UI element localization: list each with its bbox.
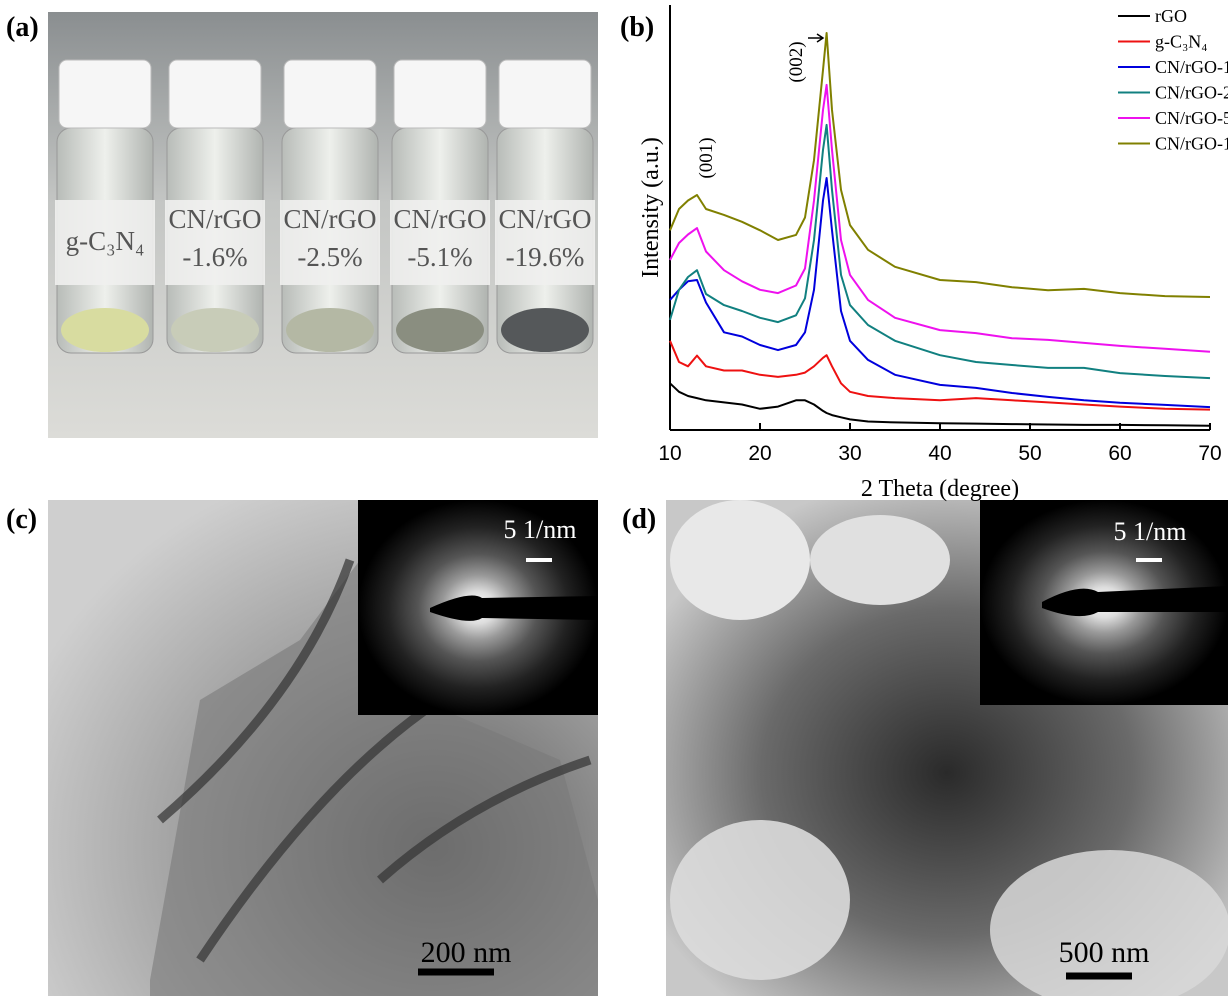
- vial-label-text: CN/rGO: [394, 204, 487, 234]
- vial-cap: [59, 60, 151, 128]
- vial-label-text: -5.1%: [407, 242, 472, 272]
- vial-label-text: CN/rGO: [284, 204, 377, 234]
- powder: [286, 308, 374, 352]
- x-tick-label: 20: [748, 442, 771, 465]
- hole: [670, 500, 810, 620]
- vial-label-text: g-C₃N₄: [66, 226, 145, 256]
- series-line: [670, 341, 1210, 410]
- figure: g-C₃N₄CN/rGO-1.6%CN/rGO-2.5%CN/rGO-5.1%C…: [0, 0, 1228, 996]
- legend-label: CN/rGO-5.1%: [1155, 108, 1228, 128]
- inset-scale: 5 1/nm: [504, 515, 577, 544]
- powder: [171, 308, 259, 352]
- vial-label-text: CN/rGO: [499, 204, 592, 234]
- vial-label-text: -2.5%: [297, 242, 362, 272]
- hole: [670, 820, 850, 980]
- photo-a: g-C₃N₄ CN/rGO -1.6% CN/rGO -2.5% CN/rGO -5.1% C…: [48, 12, 598, 438]
- powder: [501, 308, 589, 352]
- legend-label: g-C₃N₄: [1155, 32, 1208, 52]
- x-tick-label: 30: [838, 442, 861, 465]
- powder: [61, 308, 149, 352]
- vial-label-text: CN/rGO: [169, 204, 262, 234]
- scale-label: 500 nm: [1059, 936, 1150, 969]
- annotation-arrow: [808, 34, 823, 42]
- annotation: (002): [786, 41, 807, 82]
- inset-scale: 5 1/nm: [1114, 517, 1187, 546]
- legend-label: CN/rGO-2.5%: [1155, 83, 1228, 103]
- scale-label: 200 nm: [421, 936, 512, 969]
- series-line: [670, 85, 1210, 352]
- series-line: [670, 33, 1210, 297]
- x-tick-label: 10: [658, 442, 681, 465]
- panel-label: (a): [6, 12, 39, 43]
- x-tick-label: 50: [1018, 442, 1041, 465]
- x-tick-label: 60: [1108, 442, 1131, 465]
- beam-stop: [430, 596, 598, 621]
- panel-label: (b): [620, 12, 654, 43]
- legend-label: CN/rGO-1.6%: [1155, 57, 1228, 77]
- tem-image-d: 5 1/nm 500 nm: [666, 500, 1228, 996]
- series-line: [670, 383, 1210, 426]
- annotation: (001): [696, 137, 717, 178]
- x-tick-label: 40: [928, 442, 951, 465]
- panel-label: (c): [6, 504, 37, 535]
- x-axis-label: 2 Theta (degree): [861, 476, 1019, 502]
- tem-image-c: 5 1/nm 200 nm: [48, 500, 598, 996]
- vial-cap: [499, 60, 591, 128]
- legend-label: CN/rGO-19.6%: [1155, 134, 1228, 154]
- xrd-chart: 10 20 30 40 50 60 70 2 Theta (degree) Intensity …: [638, 5, 1228, 502]
- vial-label-text: -19.6%: [506, 242, 585, 272]
- vial-cap: [394, 60, 486, 128]
- x-tick-label: 70: [1198, 442, 1221, 465]
- vial-cap: [284, 60, 376, 128]
- hole: [810, 515, 950, 605]
- legend-label: rGO: [1155, 6, 1187, 26]
- panel-label: (d): [622, 504, 656, 535]
- powder: [396, 308, 484, 352]
- y-axis-label: Intensity (a.u.): [638, 137, 664, 278]
- vial-label-text: -1.6%: [182, 242, 247, 272]
- vial-cap: [169, 60, 261, 128]
